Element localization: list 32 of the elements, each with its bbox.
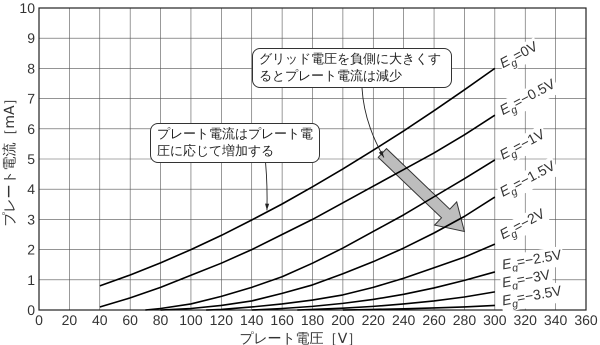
x-tick-label: 300 bbox=[483, 312, 507, 328]
x-tick-label: 320 bbox=[514, 312, 538, 328]
x-tick-label: 240 bbox=[392, 312, 416, 328]
y-tick-label: 5 bbox=[27, 151, 36, 167]
x-tick-label: 180 bbox=[300, 312, 324, 328]
x-tick-label: 20 bbox=[62, 312, 78, 328]
x-tick-label: 140 bbox=[240, 312, 264, 328]
x-tick-label: 200 bbox=[331, 312, 355, 328]
y-tick-label: 10 bbox=[19, 0, 36, 16]
y-axis-title: プレート電流［mA］ bbox=[2, 91, 18, 227]
x-tick-label: 160 bbox=[270, 312, 294, 328]
annotation: プレート電流はプレート電圧に応じて増加する bbox=[150, 123, 320, 163]
x-tick-label: 220 bbox=[362, 312, 386, 328]
y-tick-label: 9 bbox=[27, 30, 36, 46]
y-tick-label: 0 bbox=[27, 302, 36, 318]
x-tick-label: 60 bbox=[122, 312, 138, 328]
y-tick-label: 6 bbox=[27, 120, 36, 137]
x-tick-label: 40 bbox=[92, 312, 108, 328]
y-tick-label: 1 bbox=[27, 272, 36, 288]
y-tick-label: 8 bbox=[27, 60, 36, 76]
x-tick-label: 360 bbox=[574, 312, 598, 328]
annotation: グリッド電圧を負側に大きくするとプレート電流は減少 bbox=[252, 48, 452, 88]
y-tick-label: 4 bbox=[27, 181, 36, 198]
x-tick-label: 80 bbox=[152, 312, 169, 328]
x-tick-label: 120 bbox=[210, 312, 234, 328]
y-tick-label: 7 bbox=[27, 90, 36, 107]
x-tick-label: 100 bbox=[179, 312, 203, 328]
y-tick-label: 3 bbox=[27, 211, 36, 228]
x-tick-label: 260 bbox=[422, 312, 446, 328]
x-tick-label: 340 bbox=[544, 312, 568, 328]
x-tick-label: 280 bbox=[452, 312, 476, 328]
y-tick-label: 2 bbox=[27, 242, 36, 258]
